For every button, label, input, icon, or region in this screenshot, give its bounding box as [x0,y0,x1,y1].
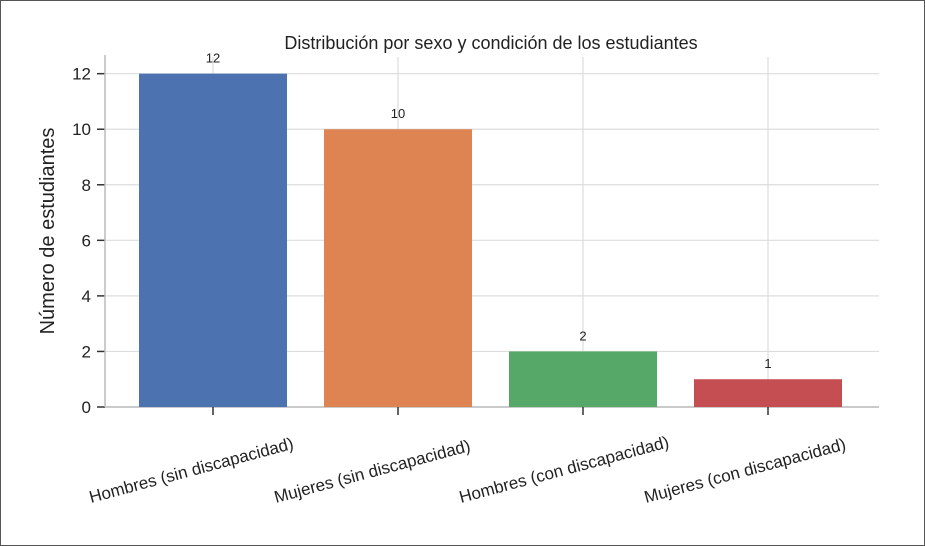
data-label: 10 [391,106,405,121]
chart-title: Distribución por sexo y condición de los… [284,33,697,53]
bar [509,351,657,407]
data-label: 12 [206,51,220,66]
bar [324,129,472,407]
y-tick-label: 4 [82,287,91,306]
y-tick-label: 10 [72,120,91,139]
y-axis-label: Número de estudiantes [37,128,59,335]
x-tick-label: Mujeres (sin discapacidad) [272,436,472,507]
y-tick-label: 8 [82,176,91,195]
data-label: 1 [764,356,771,371]
x-tick-label: Mujeres (con discapacidad) [642,435,848,507]
y-tick-label: 2 [82,342,91,361]
y-tick-label: 0 [82,398,91,417]
data-labels: 12 10 2 1 [206,51,772,372]
x-tick-label: Hombres (sin discapacidad) [87,434,295,507]
bar [139,73,287,408]
y-tick-label: 12 [72,65,91,84]
y-tick-label: 6 [82,231,91,250]
bar [694,379,842,407]
data-label: 2 [579,328,586,343]
bars [139,73,842,408]
x-tick-label: Hombres (con discapacidad) [457,433,671,507]
